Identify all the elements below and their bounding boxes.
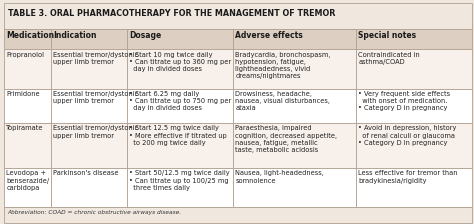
Text: Propranolol: Propranolol	[6, 52, 44, 58]
Text: Bradycardia, bronchospasm,
hypotension, fatigue,
lightheadedness, vivid
dreams/n: Bradycardia, bronchospasm, hypotension, …	[235, 52, 330, 80]
Bar	[356, 88, 472, 123]
Bar	[51, 168, 127, 207]
Text: Paraesthesia, impaired
cognition, decreased appetite,
nausea, fatigue, metallic
: Paraesthesia, impaired cognition, decrea…	[235, 125, 337, 153]
Bar	[4, 207, 472, 223]
Text: Special notes: Special notes	[358, 31, 416, 40]
Bar	[233, 50, 356, 88]
Bar	[356, 123, 472, 168]
Text: Dosage: Dosage	[129, 31, 162, 40]
Bar	[4, 168, 51, 207]
Text: TABLE 3. ORAL PHARMACOTHERAPY FOR THE MANAGEMENT OF TREMOR: TABLE 3. ORAL PHARMACOTHERAPY FOR THE MA…	[8, 9, 335, 18]
Bar	[233, 123, 356, 168]
Text: Parkinson's disease: Parkinson's disease	[53, 170, 118, 177]
Text: Indication: Indication	[53, 31, 96, 40]
Text: • Start 50/12.5 mg twice daily
• Can titrate up to 100/25 mg
  three times daily: • Start 50/12.5 mg twice daily • Can tit…	[129, 170, 230, 191]
Bar	[51, 88, 127, 123]
Bar	[356, 29, 472, 50]
Bar	[127, 123, 233, 168]
Bar	[4, 123, 51, 168]
Bar	[233, 168, 356, 207]
Text: • Avoid in depression, history
  of renal calculi or glaucoma
• Category D in pr: • Avoid in depression, history of renal …	[358, 125, 456, 146]
Bar	[4, 88, 51, 123]
Bar	[127, 50, 233, 88]
Bar	[233, 88, 356, 123]
Bar	[356, 50, 472, 88]
Bar	[356, 168, 472, 207]
Text: Topiramate: Topiramate	[6, 125, 44, 131]
Text: Adverse effects: Adverse effects	[235, 31, 303, 40]
Text: Contraindicated in
asthma/COAD: Contraindicated in asthma/COAD	[358, 52, 420, 65]
Text: Primidone: Primidone	[6, 91, 40, 97]
Text: Essential tremor/dystonic
upper limb tremor: Essential tremor/dystonic upper limb tre…	[53, 91, 138, 104]
Bar	[4, 29, 51, 50]
Bar	[4, 50, 51, 88]
Text: Essential tremor/dystonic
upper limb tremor: Essential tremor/dystonic upper limb tre…	[53, 52, 138, 65]
Text: Medication: Medication	[6, 31, 55, 40]
Bar	[233, 29, 356, 50]
Text: • Start 12.5 mg twice daily
• More effective if titrated up
  to 200 mg twice da: • Start 12.5 mg twice daily • More effec…	[129, 125, 227, 146]
Bar	[127, 29, 233, 50]
Bar	[4, 3, 472, 29]
Text: Nausea, light-headedness,
somnolence: Nausea, light-headedness, somnolence	[235, 170, 324, 184]
Bar	[51, 50, 127, 88]
Bar	[127, 168, 233, 207]
Text: • Start 10 mg twice daily
• Can titrate up to 360 mg per
  day in divided doses: • Start 10 mg twice daily • Can titrate …	[129, 52, 231, 72]
Text: Levodopa +
benserazide/
carbidopa: Levodopa + benserazide/ carbidopa	[6, 170, 49, 191]
Text: Abbreviation: COAD = chronic obstructive airways disease.: Abbreviation: COAD = chronic obstructive…	[7, 210, 181, 215]
Text: • Very frequent side effects
  with onset of medication.
• Category D in pregnan: • Very frequent side effects with onset …	[358, 91, 450, 111]
Bar	[51, 29, 127, 50]
Bar	[127, 88, 233, 123]
Text: Drowsiness, headache,
nausea, visual disturbances,
ataxia: Drowsiness, headache, nausea, visual dis…	[235, 91, 330, 111]
Bar	[51, 123, 127, 168]
Text: Less effective for tremor than
bradykinesia/rigidity: Less effective for tremor than bradykine…	[358, 170, 458, 184]
Text: Essential tremor/dystonic
upper limb tremor: Essential tremor/dystonic upper limb tre…	[53, 125, 138, 139]
Text: • Start 6.25 mg daily
• Can titrate up to 750 mg per
  day in divided doses: • Start 6.25 mg daily • Can titrate up t…	[129, 91, 231, 111]
